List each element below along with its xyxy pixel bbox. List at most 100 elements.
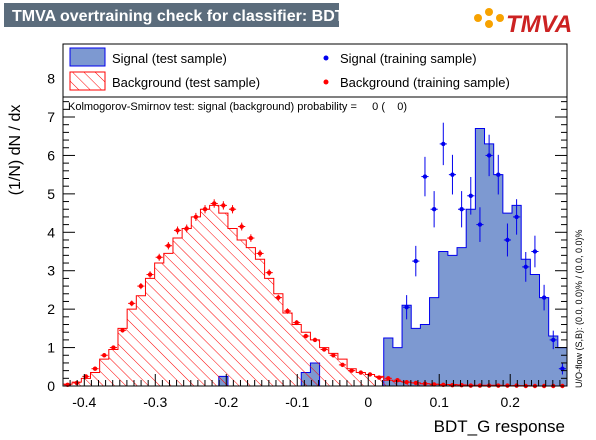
legend-signal-test-label: Signal (test sample) (112, 51, 227, 66)
legend-box (62, 43, 568, 98)
legend-signal-test-swatch (69, 47, 106, 67)
background-train-point (147, 272, 153, 277)
signal-test-fill (63, 128, 567, 386)
legend: Signal (test sample) Background (test sa… (62, 43, 568, 98)
signal-train-point (404, 305, 409, 310)
background-train-point (404, 379, 409, 385)
y-tick-label: 8 (47, 71, 55, 87)
logo-dot (496, 14, 504, 22)
signal-train-point (431, 207, 437, 212)
signal-train-point (496, 172, 501, 177)
legend-background-test-label: Background (test sample) (112, 75, 260, 90)
background-test-fill (63, 205, 567, 386)
background-train-point (129, 301, 134, 306)
signal-train-point (441, 141, 446, 147)
background-train-point (175, 228, 180, 233)
signal-train-point (477, 222, 483, 227)
background-train-point (184, 226, 189, 231)
tmva-logo: TMVA (474, 8, 572, 38)
background-train-point (102, 353, 107, 358)
signal-train-point (468, 193, 473, 198)
signal-train-point (486, 153, 492, 158)
background-train-point (120, 328, 125, 333)
background-train-point (257, 251, 263, 256)
x-axis-label: BDT_G response (434, 417, 565, 436)
y-axis: 0 1 2 3 4 5 6 7 8 (47, 47, 567, 394)
background-train-point (358, 370, 364, 375)
logo-dot (485, 20, 493, 28)
legend-background-train-label: Background (training sample) (340, 75, 510, 90)
signal-train-point (422, 174, 428, 179)
signal-test-histogram (63, 128, 567, 386)
y-tick-label: 0 (47, 378, 55, 394)
overflow-text: U/O-flow (S,B): (0.0, 0.0)% / (0.0, 0.0)… (574, 229, 584, 388)
background-train-point (193, 214, 199, 220)
signal-train-point (532, 249, 538, 254)
background-train-point (212, 201, 217, 206)
y-tick-label: 5 (47, 186, 55, 202)
background-train-point (221, 203, 226, 208)
background-train-point (276, 295, 281, 300)
title-bar (4, 3, 339, 27)
signal-train-point (459, 207, 464, 212)
background-train-point (367, 372, 373, 377)
x-tick-label: -0.3 (143, 394, 167, 410)
background-train-point (248, 235, 254, 241)
background-train-point (294, 320, 299, 325)
x-tick-label: 0.1 (429, 394, 449, 410)
chart-title: TMVA overtraining check for classifier: … (12, 8, 366, 25)
signal-train-point (505, 237, 510, 243)
y-tick-label: 6 (47, 147, 55, 163)
y-axis-label: (1/N) dN / dx (7, 105, 24, 196)
y-tick-label: 4 (47, 224, 55, 240)
background-train-point (239, 224, 244, 229)
background-train-point (230, 207, 235, 212)
ks-test-text: Kolmogorov-Smirnov test: signal (backgro… (68, 101, 407, 113)
y-tick-label: 1 (47, 340, 55, 356)
background-train-point (386, 376, 391, 381)
legend-background-train-marker (323, 79, 329, 85)
background-train-point (138, 283, 144, 289)
background-train-point (83, 374, 89, 379)
signal-train-point (560, 366, 565, 371)
logo-text: TMVA (506, 11, 572, 38)
x-tick-label: -0.1 (285, 394, 309, 410)
y-tick-label: 7 (47, 109, 55, 125)
background-train-point (166, 243, 171, 248)
x-tick-label: 0.2 (500, 394, 520, 410)
signal-train-point (523, 264, 528, 270)
background-train-point (303, 333, 309, 339)
background-train-point (312, 337, 318, 343)
logo-dot (474, 14, 482, 22)
signal-test-outline (63, 128, 567, 386)
logo-dot (485, 8, 493, 16)
signal-train-point (551, 337, 556, 343)
y-tick-label: 3 (47, 263, 55, 279)
background-train-point (376, 375, 382, 380)
y-tick-label: 2 (47, 301, 55, 317)
legend-background-test-swatch (69, 71, 106, 91)
background-train-point (331, 353, 336, 358)
signal-train-point (514, 214, 519, 220)
x-tick-label: -0.4 (72, 394, 96, 410)
legend-signal-train-marker (323, 55, 329, 61)
signal-train-point (450, 172, 455, 177)
x-tick-label: 0 (364, 394, 372, 410)
x-tick-label: -0.2 (214, 394, 238, 410)
background-train-point (395, 378, 400, 383)
background-train-point (202, 207, 208, 212)
background-train-point (92, 366, 98, 371)
background-train-point (321, 347, 327, 352)
background-train-point (157, 255, 162, 260)
background-train-point (266, 270, 272, 275)
background-train-point (413, 380, 418, 386)
background-train-point (349, 368, 354, 373)
background-train-point (450, 383, 455, 388)
background-train-point (285, 308, 290, 314)
signal-train-point (541, 295, 547, 300)
background-train-point (111, 345, 116, 350)
signal-train-point (413, 258, 418, 264)
legend-signal-train-label: Signal (training sample) (340, 51, 477, 66)
background-train-point (340, 362, 345, 368)
